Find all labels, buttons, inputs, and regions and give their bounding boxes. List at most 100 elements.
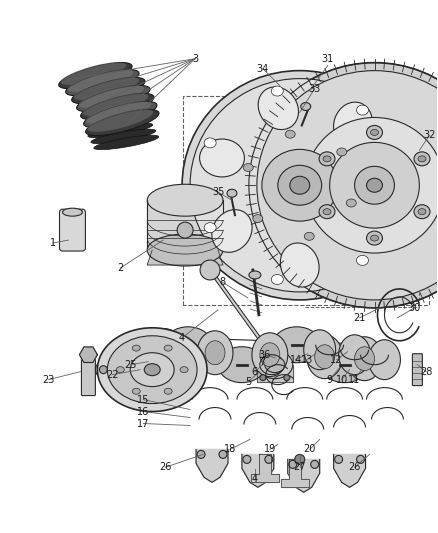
Text: 33: 33 (308, 84, 321, 94)
Text: 2: 2 (117, 263, 124, 273)
Ellipse shape (243, 164, 253, 172)
Text: 16: 16 (137, 407, 149, 416)
Ellipse shape (339, 335, 371, 375)
Ellipse shape (197, 331, 233, 375)
Text: 5: 5 (245, 377, 251, 386)
Ellipse shape (265, 455, 273, 463)
Text: 9: 9 (327, 375, 333, 385)
Ellipse shape (74, 77, 139, 100)
Polygon shape (196, 449, 228, 482)
Ellipse shape (180, 367, 188, 373)
Ellipse shape (219, 450, 227, 458)
Polygon shape (79, 347, 97, 362)
Ellipse shape (262, 149, 338, 221)
Text: 17: 17 (137, 418, 149, 429)
Circle shape (295, 455, 305, 464)
Text: 18: 18 (224, 445, 236, 455)
Ellipse shape (88, 123, 153, 138)
Ellipse shape (260, 375, 266, 381)
Ellipse shape (59, 62, 132, 88)
Text: 4: 4 (179, 333, 185, 343)
Text: 31: 31 (321, 54, 334, 63)
Text: 36: 36 (259, 350, 271, 360)
Ellipse shape (82, 93, 148, 116)
Ellipse shape (335, 455, 343, 463)
Text: 7: 7 (259, 357, 265, 367)
Ellipse shape (227, 189, 237, 197)
Ellipse shape (132, 345, 140, 351)
Ellipse shape (164, 327, 212, 362)
Text: 4: 4 (252, 474, 258, 484)
Polygon shape (251, 455, 279, 482)
Ellipse shape (257, 351, 293, 378)
Text: 20: 20 (304, 445, 316, 455)
Text: 1: 1 (49, 238, 56, 248)
Ellipse shape (177, 222, 193, 238)
Ellipse shape (258, 87, 298, 130)
Ellipse shape (257, 71, 438, 300)
Text: 23: 23 (42, 375, 55, 385)
Text: 26: 26 (159, 462, 171, 472)
Text: 22: 22 (106, 370, 119, 379)
Ellipse shape (330, 142, 419, 228)
Ellipse shape (280, 243, 319, 287)
Ellipse shape (252, 333, 288, 377)
Text: 21: 21 (353, 313, 366, 323)
Ellipse shape (99, 366, 107, 374)
Ellipse shape (85, 101, 151, 124)
Ellipse shape (357, 105, 368, 115)
Polygon shape (281, 459, 309, 487)
Ellipse shape (147, 329, 183, 373)
Ellipse shape (164, 345, 172, 351)
Ellipse shape (367, 231, 382, 245)
Text: 28: 28 (420, 367, 433, 377)
Text: 15: 15 (137, 394, 149, 405)
Ellipse shape (290, 176, 310, 194)
Ellipse shape (357, 255, 368, 265)
Ellipse shape (204, 138, 216, 148)
Ellipse shape (144, 364, 160, 376)
Ellipse shape (355, 166, 395, 204)
Ellipse shape (182, 71, 417, 300)
Polygon shape (288, 459, 320, 492)
Ellipse shape (371, 130, 378, 135)
Ellipse shape (285, 130, 295, 138)
Ellipse shape (418, 209, 426, 215)
Ellipse shape (265, 357, 285, 373)
Polygon shape (147, 250, 223, 265)
Ellipse shape (334, 102, 372, 146)
Ellipse shape (289, 461, 297, 469)
Text: 10: 10 (336, 375, 348, 385)
Polygon shape (334, 455, 366, 487)
Ellipse shape (86, 109, 159, 135)
Ellipse shape (117, 367, 124, 373)
Ellipse shape (304, 232, 314, 240)
Text: 13: 13 (300, 354, 313, 365)
Ellipse shape (197, 450, 205, 458)
Text: 25: 25 (124, 360, 137, 370)
Ellipse shape (249, 63, 438, 308)
Ellipse shape (319, 152, 335, 166)
Ellipse shape (357, 455, 364, 463)
Text: 19: 19 (264, 445, 276, 455)
Text: 14: 14 (290, 354, 302, 365)
Text: 35: 35 (212, 187, 224, 197)
Ellipse shape (200, 260, 220, 280)
Text: 6: 6 (252, 367, 258, 377)
Polygon shape (257, 365, 293, 382)
Ellipse shape (368, 340, 400, 379)
Ellipse shape (418, 156, 426, 162)
Ellipse shape (72, 77, 145, 103)
Ellipse shape (91, 129, 156, 143)
Ellipse shape (200, 139, 244, 177)
Text: 12: 12 (330, 354, 343, 365)
Ellipse shape (67, 69, 133, 92)
Ellipse shape (304, 330, 336, 370)
Ellipse shape (323, 156, 331, 162)
Ellipse shape (218, 347, 266, 383)
Ellipse shape (243, 455, 251, 463)
Ellipse shape (94, 135, 159, 150)
Ellipse shape (212, 209, 252, 252)
FancyBboxPatch shape (413, 354, 422, 385)
Ellipse shape (132, 388, 140, 394)
